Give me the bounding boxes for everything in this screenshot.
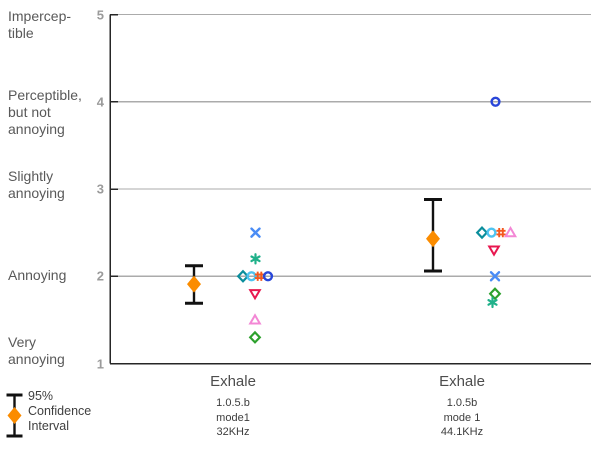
y-category-line: Perceptible, [8, 87, 82, 103]
legend-ci-mean-diamond [7, 407, 22, 424]
y-category-line: but not [8, 104, 51, 120]
x-group-1-label: Exhale [210, 373, 256, 390]
y-category-line: Very [8, 334, 37, 350]
y-category-line: Slightly [8, 168, 54, 184]
red-triangle-down-marker-group-2 [487, 245, 501, 257]
orange-hash-marker-group-2 [496, 228, 506, 238]
x-group-2-sublabels: 1.0.5b mode 1 44.1KHz [441, 396, 483, 440]
sky-circle-marker-group-2 [486, 227, 497, 238]
blue-x-marker-group-2 [489, 271, 501, 282]
green-diamond-marker-group-1 [248, 330, 262, 344]
legend-line: Interval [28, 419, 69, 433]
y-category-slightly-annoying: Slightly annoying [8, 168, 65, 202]
y-category-line: Impercep- [8, 8, 72, 24]
orange-hash-marker-group-1 [254, 271, 265, 281]
x-group-2-codec: 1.0.5b [446, 397, 478, 409]
y-category-line: annoying [8, 185, 65, 201]
green-diamond-marker-group-2 [488, 287, 502, 301]
ci-mean-diamond-group-1 [187, 275, 201, 293]
teal-diamond-marker-group-2 [475, 226, 489, 240]
confidence-interval-legend-icon [6, 393, 23, 438]
y-tick-2: 2 [96, 268, 104, 284]
blue-x-marker-group-1 [250, 227, 261, 238]
y-category-line: tible [8, 25, 34, 41]
y-category-very-annoying: Very annoying [8, 334, 65, 368]
sky-circle-marker-group-1 [246, 271, 257, 282]
pink-triangle-up-marker-group-1 [248, 313, 262, 325]
x-group-2-mode: mode 1 [443, 411, 481, 424]
royal-circle-marker-group-1 [262, 271, 274, 282]
teal-asterisk-marker-group-2 [487, 296, 498, 309]
x-group-2-samplerate: 44.1KHz [440, 426, 484, 438]
y-tick-4: 4 [96, 94, 104, 110]
y-tick-5: 5 [96, 7, 104, 22]
y-category-imperceptible: Impercep- tible [8, 8, 71, 42]
teal-asterisk-marker-group-1 [250, 253, 261, 265]
red-triangle-down-marker-group-1 [248, 289, 262, 301]
pink-triangle-up-marker-group-2 [503, 226, 518, 238]
y-tick-3: 3 [96, 181, 104, 197]
y-category-line: Annoying [8, 267, 67, 283]
ci-mean-diamond-group-2 [426, 230, 440, 248]
x-group-1-mode: mode1 [216, 411, 250, 424]
y-category-line: annoying [8, 351, 65, 367]
x-group-2-label: Exhale [439, 373, 485, 390]
y-tick-1: 1 [96, 356, 104, 371]
x-group-1-samplerate: 32KHz [216, 426, 250, 438]
x-group-1-codec: 1.0.5.b [216, 397, 250, 409]
y-category-line: annoying [8, 121, 65, 137]
y-category-perceptible: Perceptible, but not annoying [8, 87, 82, 138]
teal-diamond-marker-group-1 [236, 269, 250, 283]
legend-line: 95% [28, 389, 54, 403]
legend-line: Confidence [28, 404, 92, 418]
y-category-annoying: Annoying [8, 267, 66, 284]
x-group-1-sublabels: 1.0.5.b mode1 32KHz [216, 396, 250, 440]
confidence-interval-legend-label: 95% Confidence Interval [28, 389, 91, 434]
royal-circle-marker-group-2 [490, 96, 501, 107]
